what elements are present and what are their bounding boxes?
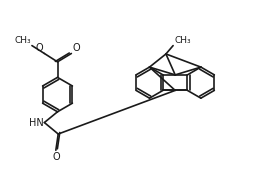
Text: CH₃: CH₃ (174, 36, 191, 45)
Text: HN: HN (29, 118, 44, 128)
Text: O: O (36, 43, 44, 53)
Text: O: O (52, 152, 60, 162)
Text: O: O (72, 43, 80, 53)
Text: CH₃: CH₃ (14, 36, 31, 45)
